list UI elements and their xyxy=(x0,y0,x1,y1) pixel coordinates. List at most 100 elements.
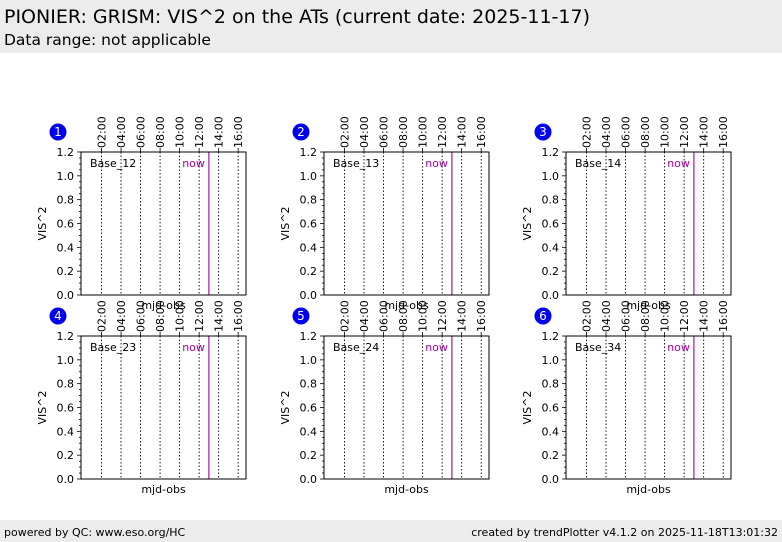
chart-panel-6: 6 02:00 04:00 06:00 08:00 10:00 12:00 14:00 16:0… xyxy=(521,300,732,496)
x-axis-label: mjd-obs xyxy=(626,299,671,312)
plot-frame xyxy=(565,335,732,480)
y-tick-label: 0.2 xyxy=(300,449,318,462)
y-tick-label: 0.2 xyxy=(300,265,318,278)
y-tick-label: 1.2 xyxy=(300,330,318,343)
baseline-label: Base_34 xyxy=(575,341,621,354)
now-label: now xyxy=(182,157,205,170)
y-tick-label: 0.8 xyxy=(300,378,318,391)
y-tick-label: 0.4 xyxy=(300,241,318,254)
x-tick-label: 10:00 xyxy=(659,116,672,148)
panel-number-badge xyxy=(292,123,310,141)
x-tick-label: 06:00 xyxy=(378,300,391,332)
x-tick-label: 14:00 xyxy=(456,116,469,148)
page-subtitle: Data range: not applicable xyxy=(4,31,211,49)
panel-number-label: 1 xyxy=(54,125,62,139)
baseline-label: Base_14 xyxy=(575,157,621,170)
x-tick-label: 12:00 xyxy=(193,116,206,148)
panel-number-label: 4 xyxy=(54,309,62,323)
baseline-label: Base_13 xyxy=(333,157,379,170)
x-tick-label: 14:00 xyxy=(698,300,711,332)
y-tick-label: 0.4 xyxy=(300,425,318,438)
x-tick-label: 02:00 xyxy=(581,116,594,148)
panel-number-label: 5 xyxy=(297,309,305,323)
x-tick-label: 08:00 xyxy=(154,300,167,332)
x-tick-label: 04:00 xyxy=(600,116,613,148)
x-tick-label: 08:00 xyxy=(639,116,652,148)
x-tick-label: 12:00 xyxy=(193,300,206,332)
x-tick-label: 10:00 xyxy=(417,116,430,148)
plot-frame xyxy=(80,151,247,296)
x-tick-label: 16:00 xyxy=(475,116,488,148)
y-tick-label: 0.2 xyxy=(542,265,560,278)
y-axis-label: VIS^2 xyxy=(279,391,292,425)
x-tick-label: 08:00 xyxy=(397,116,410,148)
y-tick-label: 1.0 xyxy=(542,354,560,367)
y-axis-label: VIS^2 xyxy=(521,207,534,241)
x-tick-label: 14:00 xyxy=(456,300,469,332)
y-tick-label: 0.2 xyxy=(57,265,75,278)
y-tick-label: 0.4 xyxy=(57,241,75,254)
x-tick-label: 04:00 xyxy=(358,116,371,148)
y-tick-label: 0.0 xyxy=(300,289,318,302)
y-tick-label: 0.0 xyxy=(300,473,318,486)
x-tick-label: 02:00 xyxy=(96,300,109,332)
baseline-label: Base_23 xyxy=(90,341,136,354)
footer-bar: powered by QC: www.eso.org/HC created by… xyxy=(0,520,782,542)
x-tick-label: 04:00 xyxy=(358,300,371,332)
y-tick-label: 0.0 xyxy=(542,473,560,486)
x-tick-label: 10:00 xyxy=(417,300,430,332)
x-tick-label: 12:00 xyxy=(436,300,449,332)
y-tick-label: 0.6 xyxy=(300,402,318,415)
y-tick-label: 0.8 xyxy=(57,378,75,391)
header-bar: PIONIER: GRISM: VIS^2 on the ATs (curren… xyxy=(0,0,782,53)
panel-number-badge xyxy=(292,307,310,325)
now-label: now xyxy=(425,157,448,170)
x-tick-label: 06:00 xyxy=(135,116,148,148)
x-tick-label: 06:00 xyxy=(135,300,148,332)
x-tick-label: 12:00 xyxy=(678,300,691,332)
y-tick-label: 0.4 xyxy=(542,425,560,438)
x-axis-label: mjd-obs xyxy=(141,483,186,496)
y-tick-label: 0.6 xyxy=(300,218,318,231)
x-tick-label: 14:00 xyxy=(213,116,226,148)
x-tick-label: 16:00 xyxy=(232,300,245,332)
y-tick-label: 1.2 xyxy=(57,146,75,159)
x-tick-label: 06:00 xyxy=(620,300,633,332)
x-tick-label: 10:00 xyxy=(174,300,187,332)
y-tick-label: 1.0 xyxy=(57,354,75,367)
chart-panel-5: 5 02:00 04:00 06:00 08:00 10:00 12:00 14:00 16:0… xyxy=(279,300,490,496)
y-tick-label: 0.0 xyxy=(57,289,75,302)
panel-number-badge xyxy=(534,123,552,141)
x-tick-label: 12:00 xyxy=(436,116,449,148)
y-tick-label: 1.0 xyxy=(300,354,318,367)
footer-credit: powered by QC: www.eso.org/HC xyxy=(4,526,186,539)
y-tick-label: 1.0 xyxy=(542,170,560,183)
panel-number-badge xyxy=(49,307,67,325)
y-tick-label: 0.0 xyxy=(57,473,75,486)
panel-number-badge xyxy=(534,307,552,325)
y-axis-label: VIS^2 xyxy=(36,207,49,241)
x-tick-label: 08:00 xyxy=(397,300,410,332)
y-tick-label: 1.0 xyxy=(57,170,75,183)
now-label: now xyxy=(182,341,205,354)
y-axis-label: VIS^2 xyxy=(36,391,49,425)
y-axis-label: VIS^2 xyxy=(521,391,534,425)
x-tick-label: 12:00 xyxy=(678,116,691,148)
x-tick-label: 02:00 xyxy=(339,300,352,332)
x-tick-label: 16:00 xyxy=(232,116,245,148)
x-tick-label: 02:00 xyxy=(96,116,109,148)
y-tick-label: 0.4 xyxy=(57,425,75,438)
x-tick-label: 06:00 xyxy=(378,116,391,148)
y-axis-label: VIS^2 xyxy=(279,207,292,241)
y-tick-label: 0.6 xyxy=(57,218,75,231)
plot-frame xyxy=(565,151,732,296)
x-tick-label: 06:00 xyxy=(620,116,633,148)
y-tick-label: 1.0 xyxy=(300,170,318,183)
x-tick-label: 16:00 xyxy=(475,300,488,332)
chart-panel-2: 2 02:00 04:00 06:00 08:00 10:00 12:00 14:00 16:0… xyxy=(279,116,490,312)
plot-frame xyxy=(80,335,247,480)
x-axis-label: mjd-obs xyxy=(141,299,186,312)
chart-panel-1: 1 02:00 04:00 06:00 08:00 10:00 12:00 14:00 16:0… xyxy=(36,116,247,312)
y-tick-label: 0.8 xyxy=(542,378,560,391)
